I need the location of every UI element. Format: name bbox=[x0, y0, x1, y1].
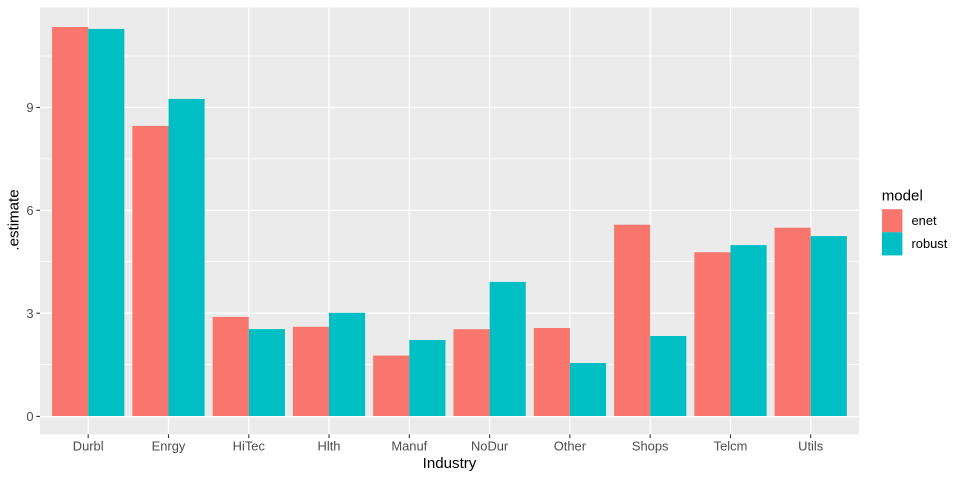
svg-text:Telcm: Telcm bbox=[714, 439, 748, 454]
svg-text:Utils: Utils bbox=[798, 439, 823, 454]
svg-text:9: 9 bbox=[26, 100, 33, 115]
svg-text:Enrgy: Enrgy bbox=[152, 439, 186, 454]
svg-text:robust: robust bbox=[912, 236, 948, 251]
svg-text:.estimate: .estimate bbox=[5, 189, 22, 250]
svg-text:6: 6 bbox=[26, 203, 33, 218]
svg-text:Other: Other bbox=[554, 439, 587, 454]
svg-text:enet: enet bbox=[912, 213, 938, 228]
svg-text:Manuf: Manuf bbox=[391, 439, 427, 454]
svg-text:Hlth: Hlth bbox=[318, 439, 341, 454]
svg-text:NoDur: NoDur bbox=[471, 439, 509, 454]
svg-text:0: 0 bbox=[26, 409, 33, 424]
svg-text:Shops: Shops bbox=[632, 439, 669, 454]
svg-text:HiTec: HiTec bbox=[233, 439, 266, 454]
svg-text:3: 3 bbox=[26, 306, 33, 321]
svg-text:Durbl: Durbl bbox=[73, 439, 104, 454]
svg-text:model: model bbox=[882, 187, 923, 204]
svg-text:Industry: Industry bbox=[423, 455, 477, 472]
